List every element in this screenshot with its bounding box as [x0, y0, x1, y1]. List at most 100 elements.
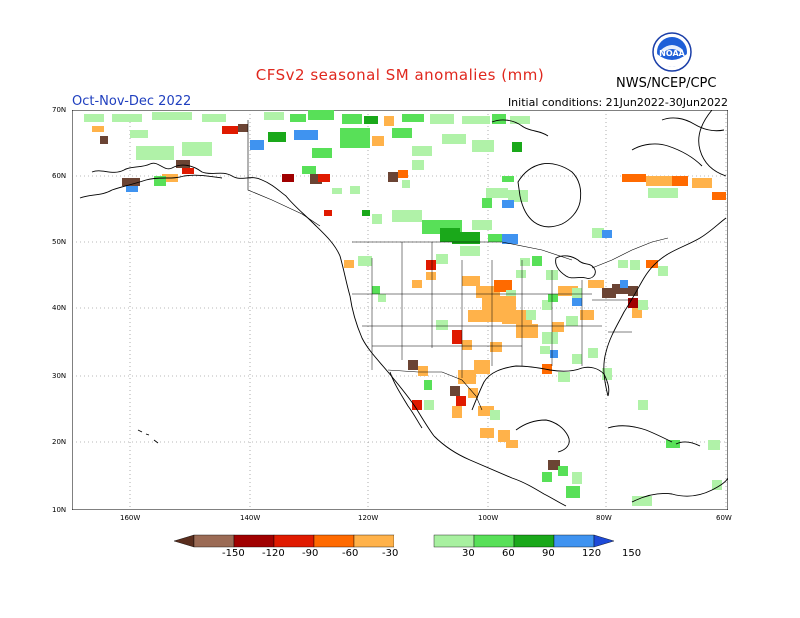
anomaly-cell	[452, 330, 462, 344]
anomaly-cell	[332, 188, 342, 194]
latitude-label: 70N	[52, 106, 67, 114]
arctic-islands	[491, 117, 725, 167]
color-legend	[174, 534, 615, 548]
anomaly-cell	[602, 288, 616, 298]
anomaly-cell	[502, 234, 518, 244]
legend-arrow-right	[593, 534, 615, 548]
anomaly-cell	[602, 368, 612, 380]
legend-swatch	[233, 534, 275, 548]
legend-tick-label: 90	[542, 548, 555, 559]
anomaly-cell	[548, 460, 560, 470]
anomaly-cell	[412, 280, 422, 288]
cuba	[607, 425, 673, 443]
anomaly-cell	[442, 134, 466, 144]
anomaly-cell	[372, 136, 384, 146]
anomaly-cell	[384, 116, 394, 126]
anomaly-cell	[552, 322, 564, 332]
us-canada-border	[352, 237, 669, 269]
anomaly-cell	[502, 310, 532, 324]
yucatan-coast	[515, 419, 570, 453]
anomaly-cell	[666, 440, 680, 448]
anomaly-cell	[450, 386, 460, 396]
anomaly-cell	[540, 346, 550, 354]
anomaly-cell	[312, 148, 332, 158]
anomaly-cell	[402, 114, 424, 122]
anomaly-cell	[250, 140, 264, 150]
anomaly-cell	[490, 342, 502, 352]
legend-arrow-left	[174, 534, 195, 548]
anomaly-cell	[526, 310, 536, 320]
anomaly-cell	[488, 234, 510, 242]
agency-label: NWS/NCEP/CPC	[616, 76, 717, 91]
season-label: Oct-Nov-Dec 2022	[72, 94, 192, 109]
anomaly-cell	[430, 114, 454, 124]
legend-swatch	[313, 534, 355, 548]
anomaly-cell	[516, 270, 526, 278]
longitude-label: 140W	[240, 514, 261, 522]
anomaly-cell	[202, 114, 226, 122]
longitude-label: 120W	[358, 514, 379, 522]
anomaly-cell	[378, 294, 386, 302]
anomaly-cell	[84, 114, 104, 122]
anomaly-cell	[558, 466, 568, 476]
anomaly-cell	[646, 176, 672, 186]
anomaly-cell	[392, 210, 422, 222]
anomaly-cell	[542, 472, 552, 482]
longitude-label: 60W	[716, 514, 732, 522]
anomaly-cell	[588, 348, 598, 358]
anomaly-cell	[550, 350, 558, 358]
anomaly-cell	[566, 486, 580, 498]
legend-tick-label: 30	[462, 548, 475, 559]
hawaii	[137, 429, 159, 444]
anomaly-cell	[462, 276, 480, 286]
anomaly-cell	[510, 116, 530, 124]
legend-swatch	[473, 534, 515, 548]
legend-swatch	[513, 534, 555, 548]
anomaly-map	[72, 110, 728, 510]
anomaly-cell	[112, 114, 142, 122]
anomaly-cell	[548, 294, 558, 302]
alaska-canada-border	[247, 120, 321, 227]
legend-swatch	[193, 534, 235, 548]
anomaly-cell	[344, 260, 354, 268]
anomaly-cell	[238, 124, 248, 132]
anomaly-cell	[620, 280, 628, 288]
anomaly-cell	[424, 380, 432, 390]
baja-coast	[389, 371, 423, 429]
anomaly-cell	[492, 114, 506, 124]
anomaly-cell	[402, 180, 410, 188]
anomaly-cell	[342, 114, 362, 124]
anomaly-cell	[512, 142, 522, 152]
anomaly-cell	[708, 440, 720, 450]
anomaly-cell	[566, 316, 578, 326]
anomaly-cell	[364, 116, 378, 124]
anomaly-cell	[572, 298, 582, 306]
anomaly-cell	[580, 310, 594, 320]
latitude-label: 30N	[52, 372, 67, 380]
anomaly-cell	[282, 174, 294, 182]
anomaly-cell	[472, 140, 494, 152]
anomaly-cell	[622, 174, 646, 182]
anomaly-cell	[482, 198, 492, 208]
us-west-coast	[349, 295, 435, 437]
anomaly-cell	[426, 272, 436, 280]
anomaly-cell	[474, 360, 490, 374]
anomaly-cell	[136, 146, 174, 160]
anomaly-cell	[412, 146, 432, 156]
anomaly-cell	[478, 406, 494, 416]
noaa-logo-icon: NOAA	[652, 32, 692, 72]
anomaly-cell	[692, 178, 712, 188]
anomaly-cell	[712, 192, 726, 200]
anomaly-cell	[456, 396, 466, 406]
anomaly-cell	[638, 400, 648, 410]
anomaly-cell	[572, 472, 582, 484]
alaska-coast	[91, 162, 351, 297]
anomaly-cell	[558, 372, 570, 382]
great-lakes	[555, 255, 596, 279]
anomaly-cell	[520, 258, 530, 266]
anomaly-cell	[436, 320, 448, 330]
anomaly-cell	[508, 190, 528, 202]
south-america-coast	[631, 477, 728, 503]
anomaly-cell	[426, 260, 436, 270]
latitude-label: 10N	[52, 506, 67, 514]
